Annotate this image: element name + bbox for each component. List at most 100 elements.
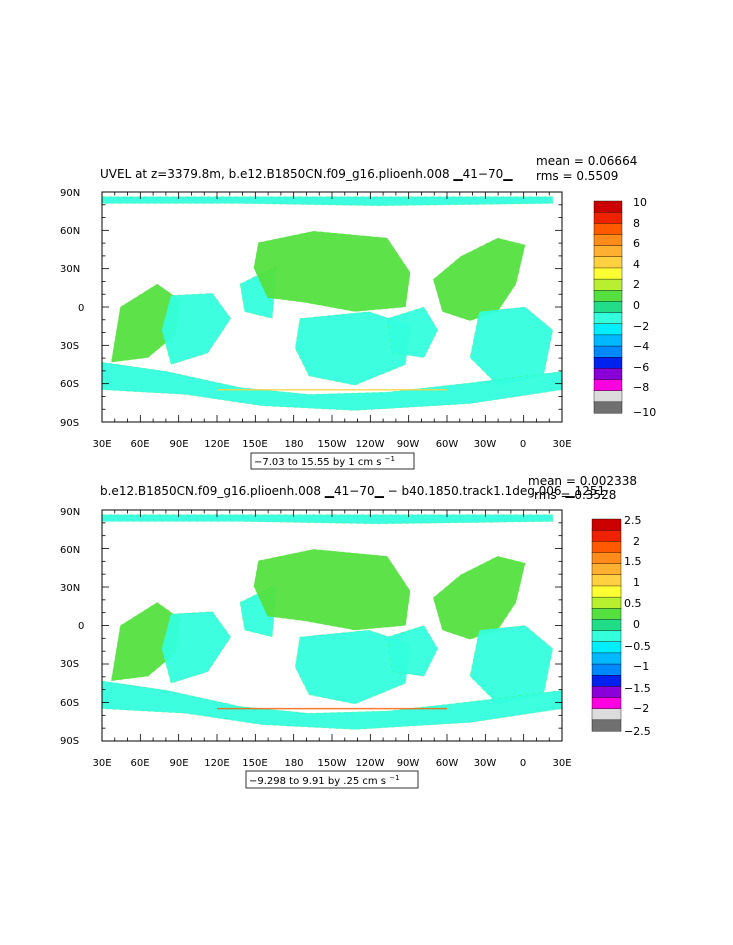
lon-label: 30E: [552, 439, 571, 450]
colorbar-swatch: [591, 675, 622, 687]
colorbar-swatch: [591, 608, 622, 620]
lon-label: 90W: [397, 758, 420, 769]
panel-1-rms: rms = 0.5509: [536, 169, 618, 183]
colorbar-label: −2: [633, 702, 649, 715]
lat-label: 90N: [60, 188, 80, 199]
ocean-field-texture: [101, 514, 554, 525]
colorbar-label: −2: [633, 320, 649, 333]
colorbar-swatch: [591, 518, 622, 531]
colorbar-swatch: [591, 708, 622, 721]
colorbar-swatch: [593, 211, 623, 224]
ocean-field-texture: [432, 237, 526, 322]
colorbar-label: 0.5: [624, 597, 642, 610]
colorbar-swatch: [593, 357, 623, 369]
lon-label: 60E: [130, 758, 149, 769]
panel-2-range-box: −9.298 to 9.91 by .25 cm s −1: [245, 770, 419, 789]
colorbar-label: 2: [633, 278, 640, 291]
colorbar-swatch: [591, 697, 622, 710]
lon-label: 180: [284, 439, 303, 450]
svg-text:−7.03 to 15.55 by 1 cm s: −7.03 to 15.55 by 1 cm s −1: [254, 455, 395, 468]
lon-label: 0: [520, 439, 526, 450]
colorbar-swatch: [593, 323, 623, 336]
lon-label: 120W: [356, 439, 385, 450]
panel-1-colorbar-labels: 10 8 6 4 2 0 −2 −4 −6 −8 −10: [633, 196, 656, 419]
panel-2: b.e12.B1850CN.f09_g16.plioenh.008 ▁41−70…: [60, 474, 651, 789]
lon-label: 30W: [474, 439, 497, 450]
lon-label: 30E: [92, 758, 111, 769]
lon-label: 30E: [92, 439, 111, 450]
lon-label: 150E: [242, 758, 267, 769]
colorbar-label: 2: [633, 535, 640, 548]
colorbar-label: 10: [633, 196, 647, 209]
colorbar-swatch: [591, 552, 622, 565]
lat-label: 30N: [60, 264, 80, 275]
lon-label: 150E: [242, 439, 267, 450]
lon-label: 180: [284, 758, 303, 769]
lat-label: 0: [78, 303, 84, 314]
colorbar-swatch: [591, 585, 622, 598]
lat-label: 60N: [60, 545, 80, 556]
colorbar-swatch: [591, 529, 622, 542]
ocean-field-region: [295, 311, 411, 386]
colorbar-label: −8: [633, 381, 649, 394]
colorbar-label: −4: [633, 340, 649, 353]
panel-2-lon-ticks: 30E 60E 90E 120E 150E 180 150W 120W 90W …: [92, 758, 571, 769]
ocean-field-region: [470, 625, 553, 704]
lon-label: 60E: [130, 439, 149, 450]
colorbar-swatch: [593, 345, 623, 358]
ocean-field-region: [102, 680, 562, 730]
colorbar-swatch: [593, 290, 623, 302]
lat-label: 30N: [60, 583, 80, 594]
panel-1-colorbar: [593, 200, 623, 414]
colorbar-label: 8: [633, 217, 640, 230]
lon-label: 60W: [436, 439, 459, 450]
colorbar-swatch: [593, 390, 623, 403]
lat-label: 90N: [60, 507, 80, 518]
ocean-field-region: [161, 611, 231, 684]
colorbar-label: 4: [633, 258, 640, 271]
ocean-field-region: [470, 307, 553, 386]
ocean-field-texture: [386, 625, 439, 677]
colorbar-label: 6: [633, 237, 640, 250]
ocean-field-texture: [101, 196, 554, 207]
colorbar-swatch: [593, 301, 623, 314]
panel-2-colorbar: [591, 518, 622, 732]
panel-2-range-sup: −1: [389, 774, 399, 782]
panel-1-title: UVEL at z=3379.8m, b.e12.B1850CN.f09_g16…: [100, 167, 513, 181]
lat-label: 30S: [60, 659, 79, 670]
colorbar-swatch: [593, 278, 623, 291]
colorbar-swatch: [591, 641, 622, 654]
lon-label: 120E: [204, 758, 229, 769]
lat-label: 60S: [60, 379, 79, 390]
colorbar-label: −0.5: [624, 640, 651, 653]
ocean-field-region: [387, 625, 438, 677]
colorbar-swatch: [591, 619, 622, 632]
svg-text:−9.298 to 9.91 by .25 cm s: −9.298 to 9.91 by .25 cm s −1: [249, 774, 400, 787]
ocean-field-region: [433, 556, 526, 640]
ocean-field-region: [253, 549, 411, 631]
lon-label: 30E: [552, 758, 571, 769]
colorbar-label: −2.5: [624, 725, 651, 738]
colorbar-swatch: [591, 663, 622, 676]
lon-label: 30W: [474, 758, 497, 769]
colorbar-swatch: [591, 541, 622, 553]
colorbar-swatch: [593, 223, 623, 235]
lon-label: 0: [520, 758, 526, 769]
lon-label: 120W: [356, 758, 385, 769]
lat-label: 90S: [60, 736, 79, 747]
colorbar-swatch: [591, 719, 622, 732]
ocean-field-region: [295, 630, 411, 704]
colorbar-label: −1.5: [624, 682, 651, 695]
colorbar-swatch: [593, 401, 623, 414]
colorbar-swatch: [593, 200, 623, 213]
colorbar-swatch: [593, 334, 623, 347]
lat-label: 0: [78, 621, 84, 632]
colorbar-label: 1: [633, 576, 640, 589]
ocean-field-region: [387, 307, 438, 358]
ocean-field-region: [433, 238, 526, 321]
ocean-field-region: [161, 293, 231, 365]
panel-2-map: [101, 509, 563, 742]
panel-1-mean: mean = 0.06664: [536, 154, 637, 168]
panel-1-map: [101, 191, 563, 423]
